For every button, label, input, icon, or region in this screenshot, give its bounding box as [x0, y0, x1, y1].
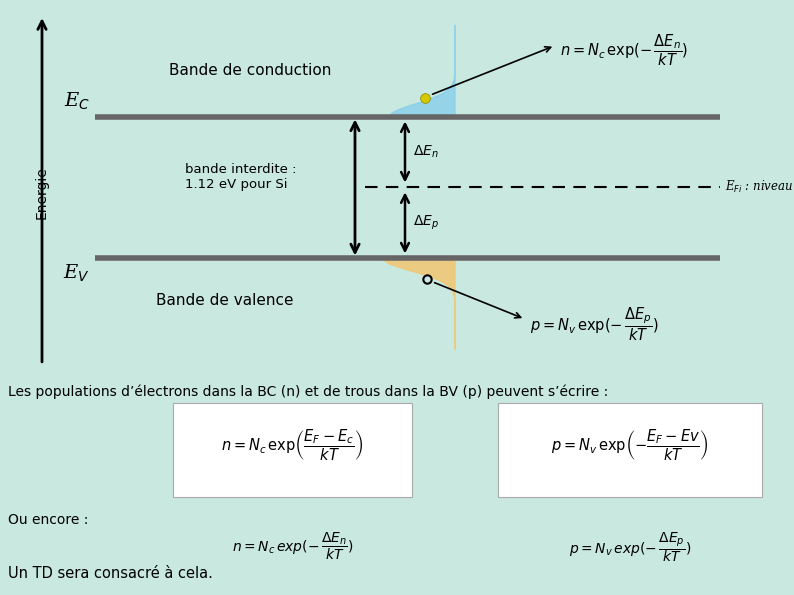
Text: E$_{Fi}$ : niveau de Fermi: E$_{Fi}$ : niveau de Fermi [725, 179, 794, 196]
Text: Bande de conduction: Bande de conduction [169, 64, 331, 79]
FancyBboxPatch shape [173, 403, 412, 497]
Text: $p = N_v\,\exp\!\left(-\dfrac{E_F - Ev}{kT}\right)$: $p = N_v\,\exp\!\left(-\dfrac{E_F - Ev}{… [551, 427, 709, 462]
Text: Un TD sera consacré à cela.: Un TD sera consacré à cela. [8, 566, 213, 581]
Polygon shape [390, 26, 455, 117]
Text: $p = N_v\,exp(-\,\dfrac{\Delta E_p}{kT})$: $p = N_v\,exp(-\,\dfrac{\Delta E_p}{kT})… [569, 530, 691, 564]
Text: $\Delta E_p$: $\Delta E_p$ [413, 214, 439, 232]
Text: $n = N_c\,exp(-\,\dfrac{\Delta E_n}{kT})$: $n = N_c\,exp(-\,\dfrac{\Delta E_n}{kT})… [232, 530, 353, 562]
Text: E$_V$: E$_V$ [64, 262, 90, 284]
Text: $n = N_c\,\exp(-\,\dfrac{\Delta E_n}{kT})$: $n = N_c\,\exp(-\,\dfrac{\Delta E_n}{kT}… [560, 33, 688, 68]
Text: $n = N_c\,\exp\!\left(\dfrac{E_F - E_c}{kT}\right)$: $n = N_c\,\exp\!\left(\dfrac{E_F - E_c}{… [222, 427, 364, 462]
Text: E$_C$: E$_C$ [64, 91, 90, 112]
FancyBboxPatch shape [498, 403, 762, 497]
Text: Ou encore :: Ou encore : [8, 513, 88, 527]
Polygon shape [384, 258, 455, 349]
Text: bande interdite :
1.12 eV pour Si: bande interdite : 1.12 eV pour Si [185, 163, 296, 192]
Text: Energie: Energie [35, 166, 49, 219]
Text: $p = N_v\,\exp(-\,\dfrac{\Delta E_p}{kT})$: $p = N_v\,\exp(-\,\dfrac{\Delta E_p}{kT}… [530, 305, 659, 343]
Text: Bande de valence: Bande de valence [156, 293, 294, 308]
Text: $\Delta E_n$: $\Delta E_n$ [413, 144, 439, 160]
Text: Les populations d’électrons dans la BC (n) et de trous dans la BV (p) peuvent s’: Les populations d’électrons dans la BC (… [8, 385, 608, 399]
